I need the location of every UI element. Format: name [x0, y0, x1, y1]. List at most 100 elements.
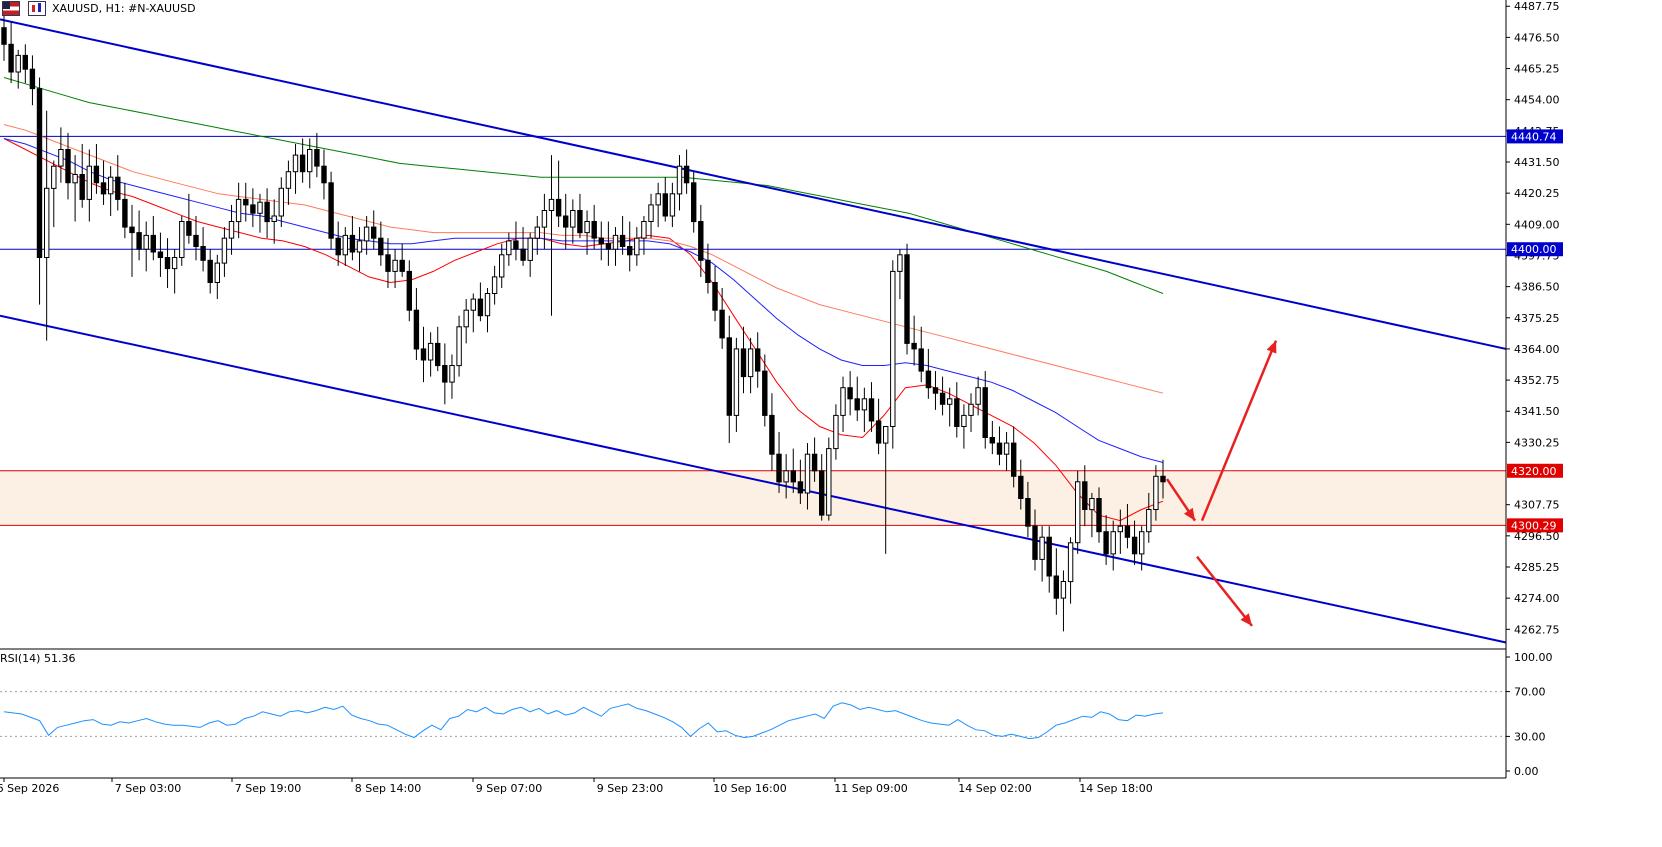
- candle: [143, 221, 149, 272]
- candle: [214, 254, 221, 300]
- candle-body: [747, 348, 754, 378]
- candle: [1110, 520, 1116, 571]
- candle-body: [1082, 481, 1088, 510]
- candle-body: [285, 171, 292, 189]
- candle-body: [598, 237, 604, 245]
- candle: [36, 77, 43, 305]
- candle-body: [115, 176, 121, 200]
- candle-body: [1, 27, 7, 45]
- candle: [648, 193, 654, 239]
- rsi-panel[interactable]: [0, 691, 1506, 779]
- time-tick-label: 7 Sep 03:00: [115, 782, 181, 795]
- candle-body: [925, 370, 932, 389]
- candle: [854, 376, 860, 421]
- candle: [385, 238, 391, 288]
- candle: [1018, 459, 1024, 510]
- rsi-tick-label: 100.00: [1514, 651, 1553, 664]
- candle-body: [321, 165, 327, 184]
- candle: [804, 443, 811, 510]
- candle-body: [548, 198, 555, 211]
- candle-body: [8, 43, 14, 73]
- candle-body: [328, 182, 334, 239]
- price-tick-label: 4285.25: [1514, 561, 1560, 574]
- candle-body: [1003, 442, 1010, 455]
- candle: [413, 288, 420, 360]
- candle-body: [36, 88, 43, 258]
- candle: [79, 144, 85, 208]
- candle-body: [883, 426, 889, 444]
- candle: [122, 182, 128, 239]
- candle-body: [93, 165, 100, 184]
- candle: [719, 288, 725, 349]
- candle-body: [570, 210, 576, 228]
- candle-body: [868, 398, 875, 422]
- candle-body: [961, 414, 967, 427]
- candle: [655, 182, 661, 228]
- candle-body: [954, 398, 960, 427]
- candle: [634, 227, 640, 266]
- candle: [506, 232, 512, 266]
- candle-body: [349, 234, 356, 253]
- us-flag-icon: [2, 0, 20, 16]
- candle: [243, 182, 249, 222]
- candle-body: [1011, 442, 1017, 477]
- candle: [577, 193, 583, 239]
- candle: [1089, 492, 1095, 538]
- candle: [605, 221, 612, 266]
- candle-body: [100, 182, 107, 195]
- candle-body: [449, 365, 455, 383]
- candle: [307, 138, 313, 189]
- candle: [769, 393, 775, 471]
- price-tick-label: 4476.50: [1514, 31, 1560, 44]
- candle: [513, 221, 519, 261]
- price-axis[interactable]: 4487.754476.504465.254454.004442.754431.…: [0, 0, 1563, 795]
- candle: [627, 221, 633, 272]
- candle-body: [897, 254, 903, 272]
- candle-body: [705, 259, 711, 283]
- candle: [406, 260, 413, 322]
- candle-body: [904, 254, 910, 344]
- time-tick-label: 6 Sep 2026: [0, 782, 59, 795]
- candle: [591, 204, 597, 250]
- candle: [570, 199, 576, 244]
- price-tick-label: 4364.00: [1514, 343, 1560, 356]
- time-tick-label: 8 Sep 14:00: [355, 782, 421, 795]
- candle-body: [989, 437, 995, 444]
- candle: [783, 454, 789, 499]
- candle-body: [420, 348, 427, 361]
- candle-body: [584, 221, 590, 234]
- candle: [100, 160, 107, 205]
- arrow-shaft: [1196, 555, 1253, 627]
- candle-body: [634, 237, 640, 256]
- candle-body: [307, 149, 313, 173]
- candle-body: [193, 234, 199, 247]
- candle-body: [264, 201, 270, 223]
- candle-body: [733, 348, 740, 416]
- candle: [207, 249, 213, 294]
- candle-body: [1117, 525, 1123, 533]
- candle: [868, 382, 875, 432]
- candle: [897, 249, 903, 300]
- chart-bars-icon[interactable]: [28, 0, 46, 16]
- candle-body: [129, 226, 135, 234]
- candle-body: [86, 165, 92, 200]
- candle: [378, 221, 384, 266]
- symbol-label: XAUUSD, H1: #N-XAUUSD: [52, 1, 196, 15]
- candle-body: [1146, 509, 1152, 533]
- candle: [44, 110, 50, 341]
- price-tick-label: 4465.25: [1514, 63, 1560, 76]
- time-tick-label: 7 Sep 19:00: [235, 782, 301, 795]
- candle-body: [861, 398, 868, 411]
- candle: [527, 232, 533, 277]
- candle-body: [108, 176, 114, 195]
- candle: [733, 337, 740, 432]
- candle-body: [1160, 475, 1166, 483]
- main-panel[interactable]: [0, 13, 1507, 650]
- candle: [641, 216, 647, 255]
- candle-body: [207, 259, 213, 283]
- candle: [321, 149, 327, 200]
- candle: [86, 149, 92, 222]
- channel-line: [0, 18, 1507, 350]
- candle: [925, 348, 932, 399]
